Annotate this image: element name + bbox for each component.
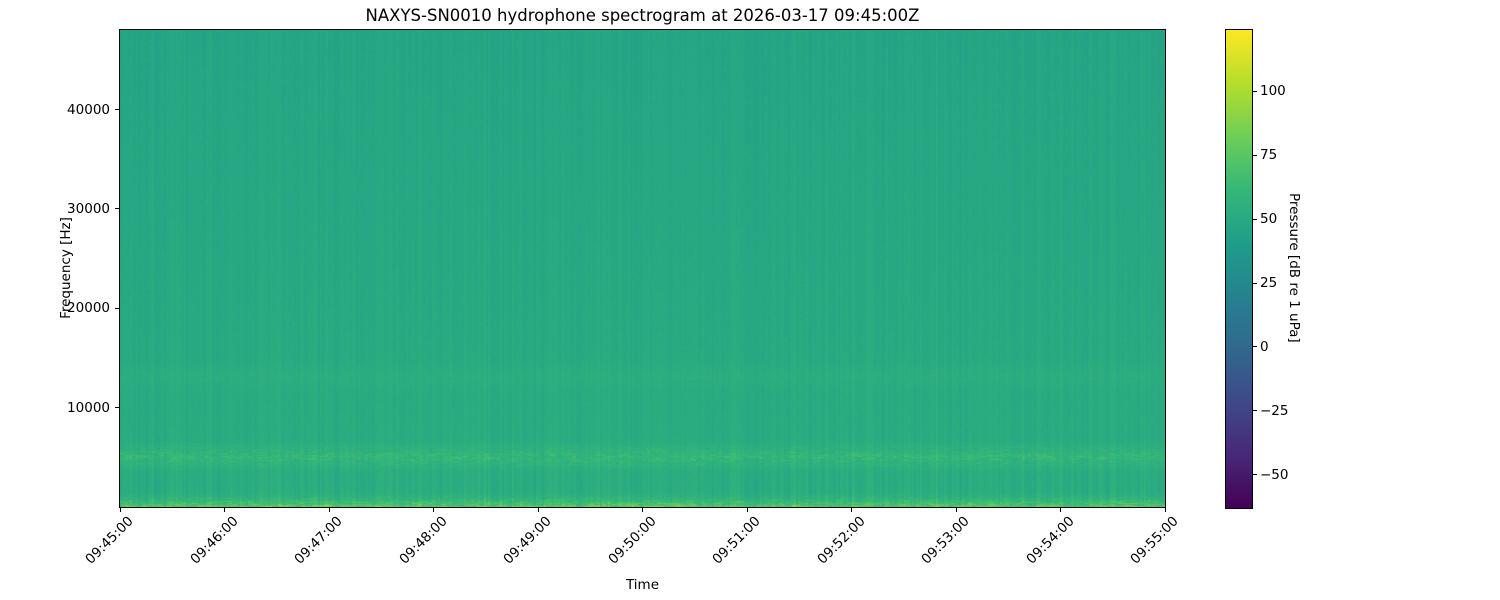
colorbar-tick-label: 75 — [1260, 147, 1278, 164]
x-tick-mark — [537, 508, 539, 512]
colorbar — [1225, 29, 1253, 509]
x-tick-mark — [851, 508, 852, 512]
colorbar-label: Pressure [dB re 1 uPa] — [1286, 193, 1302, 343]
colorbar-gradient — [1226, 30, 1252, 508]
x-tick-label: 09:55:00 — [1127, 513, 1182, 568]
x-tick-label: 09:45:00 — [82, 513, 137, 568]
colorbar-tick-mark — [1253, 410, 1257, 412]
y-tick-mark — [115, 208, 119, 210]
y-tick-label: 10000 — [67, 399, 110, 416]
x-tick-mark — [1060, 508, 1061, 512]
x-tick-mark — [955, 508, 957, 512]
y-tick-mark — [115, 109, 119, 110]
colorbar-tick-mark — [1253, 282, 1257, 284]
x-tick-label: 09:53:00 — [918, 513, 973, 568]
colorbar-tick-label: 25 — [1260, 275, 1278, 292]
x-axis-label: Time — [625, 577, 660, 593]
colorbar-tick-label: 50 — [1260, 211, 1278, 228]
x-tick-mark — [746, 508, 748, 512]
plot-area — [119, 29, 1166, 508]
x-tick-label: 09:49:00 — [500, 513, 555, 568]
x-tick-label: 09:52:00 — [813, 513, 869, 568]
colorbar-tick-mark — [1253, 154, 1257, 156]
x-tick-label: 09:51:00 — [709, 513, 764, 568]
x-tick-label: 09:54:00 — [1022, 513, 1078, 568]
x-tick-mark — [119, 508, 121, 512]
colorbar-tick-mark — [1253, 474, 1257, 476]
x-tick-label: 09:48:00 — [395, 513, 451, 568]
y-tick-label: 30000 — [67, 200, 110, 217]
colorbar-tick-label: −25 — [1260, 402, 1289, 419]
x-tick-label: 09:47:00 — [291, 513, 346, 568]
colorbar-tick-mark — [1253, 90, 1257, 92]
y-tick-label: 20000 — [67, 300, 110, 317]
y-tick-label: 40000 — [67, 101, 110, 118]
x-tick-mark — [1164, 508, 1166, 512]
y-tick-mark — [115, 307, 119, 309]
colorbar-tick-label: 100 — [1260, 83, 1286, 100]
y-tick-mark — [115, 407, 119, 409]
x-tick-label: 09:46:00 — [186, 513, 242, 568]
spectrogram-heatmap — [120, 30, 1165, 507]
colorbar-tick-mark — [1253, 346, 1257, 348]
x-tick-label: 09:50:00 — [604, 513, 660, 568]
colorbar-tick-mark — [1253, 218, 1257, 220]
x-tick-mark — [224, 508, 225, 512]
x-tick-mark — [433, 508, 434, 512]
x-tick-mark — [642, 508, 643, 512]
colorbar-tick-label: −50 — [1260, 466, 1289, 483]
x-tick-mark — [328, 508, 330, 512]
chart-title: NAXYS-SN0010 hydrophone spectrogram at 2… — [365, 6, 920, 25]
colorbar-tick-label: 0 — [1260, 338, 1269, 355]
